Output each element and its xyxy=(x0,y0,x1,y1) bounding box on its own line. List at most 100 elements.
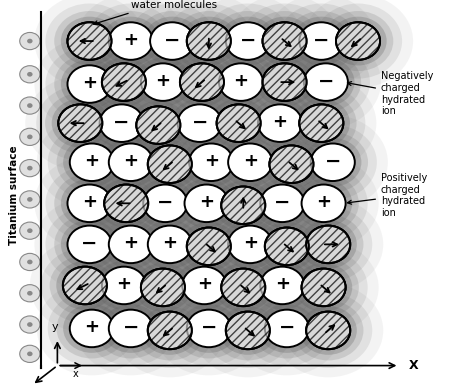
Circle shape xyxy=(67,22,112,60)
Circle shape xyxy=(141,140,198,188)
Circle shape xyxy=(180,63,224,101)
Text: +: + xyxy=(275,275,290,293)
Circle shape xyxy=(50,255,120,316)
Text: −: − xyxy=(279,318,295,337)
Text: −: − xyxy=(157,193,174,212)
Circle shape xyxy=(221,269,265,306)
Circle shape xyxy=(297,132,368,192)
Circle shape xyxy=(87,207,175,282)
Text: −: − xyxy=(240,30,256,49)
Circle shape xyxy=(228,143,272,181)
Circle shape xyxy=(293,214,364,274)
Circle shape xyxy=(102,220,159,269)
Circle shape xyxy=(299,104,343,142)
Circle shape xyxy=(70,310,114,347)
Circle shape xyxy=(109,310,153,347)
Circle shape xyxy=(210,99,267,147)
Circle shape xyxy=(180,304,237,353)
Circle shape xyxy=(89,255,159,316)
Circle shape xyxy=(187,22,231,60)
Circle shape xyxy=(41,248,129,323)
Circle shape xyxy=(199,250,287,325)
Circle shape xyxy=(238,248,326,323)
Circle shape xyxy=(67,76,177,170)
Circle shape xyxy=(187,310,231,347)
Circle shape xyxy=(293,99,350,147)
Circle shape xyxy=(243,291,331,366)
Circle shape xyxy=(263,140,320,188)
Circle shape xyxy=(295,179,352,228)
Circle shape xyxy=(230,0,340,88)
Circle shape xyxy=(256,134,327,194)
Circle shape xyxy=(95,261,152,310)
Circle shape xyxy=(185,185,229,222)
Text: +: + xyxy=(273,113,287,131)
Circle shape xyxy=(30,239,140,332)
Circle shape xyxy=(252,298,322,359)
Circle shape xyxy=(213,300,283,361)
Text: +: + xyxy=(243,152,257,170)
Circle shape xyxy=(193,283,303,377)
Circle shape xyxy=(252,99,308,147)
Circle shape xyxy=(171,173,242,233)
Circle shape xyxy=(137,179,194,228)
Circle shape xyxy=(63,138,120,187)
Circle shape xyxy=(178,179,235,228)
Circle shape xyxy=(154,0,264,88)
Circle shape xyxy=(269,240,379,334)
Circle shape xyxy=(109,226,153,263)
Circle shape xyxy=(102,304,159,353)
Circle shape xyxy=(156,115,266,209)
Circle shape xyxy=(215,181,272,230)
Circle shape xyxy=(183,138,240,187)
Circle shape xyxy=(266,76,376,170)
Circle shape xyxy=(269,145,313,183)
Circle shape xyxy=(286,93,357,153)
Circle shape xyxy=(226,22,270,60)
Circle shape xyxy=(100,104,144,142)
Text: +: + xyxy=(156,72,170,90)
Circle shape xyxy=(204,293,292,368)
Circle shape xyxy=(102,267,146,304)
Circle shape xyxy=(187,22,231,60)
Circle shape xyxy=(103,78,213,172)
Circle shape xyxy=(54,214,125,274)
Circle shape xyxy=(311,143,355,181)
Circle shape xyxy=(91,173,162,233)
Circle shape xyxy=(67,22,112,60)
Text: −: − xyxy=(113,113,130,131)
Circle shape xyxy=(195,197,305,291)
Circle shape xyxy=(219,63,263,101)
Circle shape xyxy=(297,58,354,106)
Circle shape xyxy=(67,226,112,263)
Text: +: + xyxy=(243,234,257,252)
Circle shape xyxy=(87,125,175,200)
Circle shape xyxy=(20,222,40,239)
Circle shape xyxy=(126,293,214,368)
Circle shape xyxy=(93,99,150,147)
Circle shape xyxy=(238,166,326,241)
Circle shape xyxy=(27,260,33,264)
Circle shape xyxy=(206,125,294,200)
Circle shape xyxy=(187,228,231,265)
Circle shape xyxy=(299,104,343,142)
Circle shape xyxy=(69,239,179,332)
Circle shape xyxy=(20,285,40,302)
Text: +: + xyxy=(84,318,99,336)
Circle shape xyxy=(27,72,33,77)
Circle shape xyxy=(232,282,342,375)
Circle shape xyxy=(45,47,134,122)
Circle shape xyxy=(227,156,337,250)
Circle shape xyxy=(48,125,136,200)
Circle shape xyxy=(137,11,207,71)
Circle shape xyxy=(145,76,255,170)
Circle shape xyxy=(76,115,186,209)
Circle shape xyxy=(288,257,359,317)
Circle shape xyxy=(151,156,262,250)
Circle shape xyxy=(87,291,175,366)
Circle shape xyxy=(86,93,157,153)
Circle shape xyxy=(20,253,40,271)
Circle shape xyxy=(36,86,124,161)
Circle shape xyxy=(330,17,386,65)
Circle shape xyxy=(108,35,218,129)
